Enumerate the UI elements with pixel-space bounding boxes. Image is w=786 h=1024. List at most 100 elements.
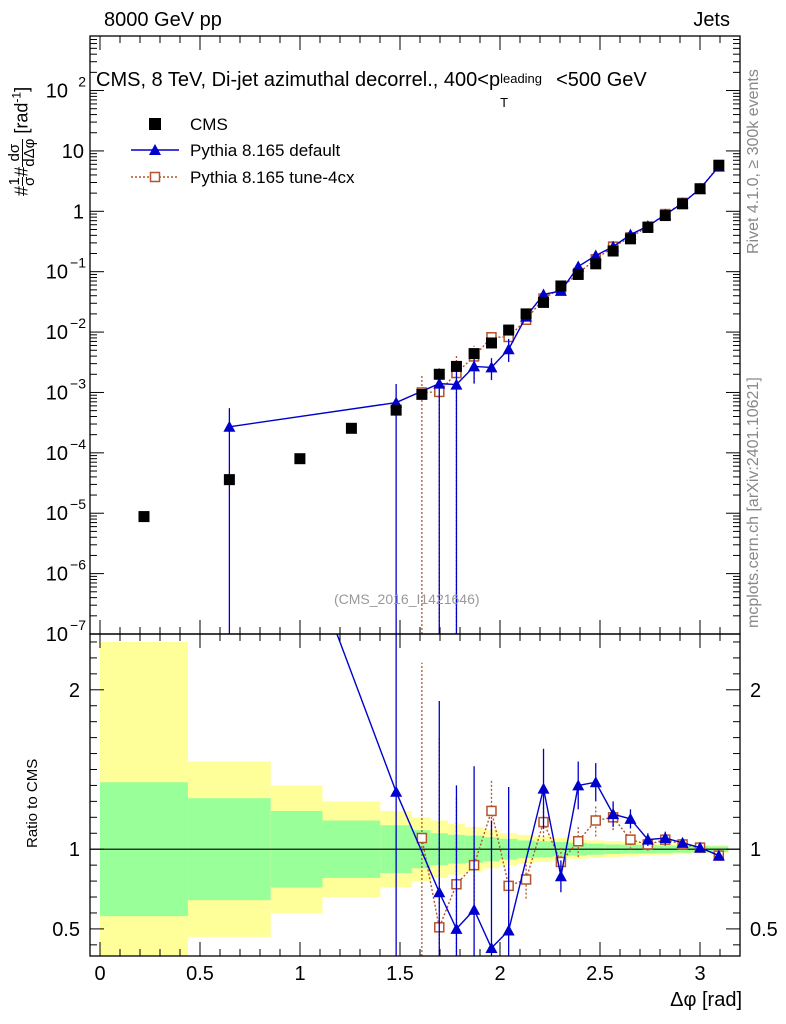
y-tick-label: 10 −7 bbox=[46, 617, 86, 646]
data-point bbox=[485, 361, 498, 373]
y-tick-base: 10 bbox=[46, 382, 68, 404]
y-tick-label: 10 2 bbox=[46, 74, 86, 103]
x-tick-label: 0.5 bbox=[186, 963, 214, 985]
data-point bbox=[433, 377, 446, 389]
x-tick-label: 1 bbox=[294, 963, 305, 985]
analysis-watermark: (CMS_2016_I1421646) bbox=[334, 591, 480, 607]
legend-marker-cms bbox=[149, 118, 161, 130]
series-line bbox=[336, 634, 720, 950]
ratio-plot-content bbox=[336, 634, 725, 956]
data-point bbox=[450, 360, 462, 372]
data-point bbox=[712, 849, 725, 861]
series-line bbox=[229, 166, 720, 428]
y-tick-base: 1 bbox=[73, 201, 84, 223]
main-y-axis-label: #1 σ # dσ dΔφ [rad-1] bbox=[6, 86, 38, 196]
legend-marker bbox=[149, 144, 161, 155]
rivet-label: Rivet 4.1.0, ≥ 300k events bbox=[745, 69, 762, 254]
data-point bbox=[555, 280, 567, 292]
ratio-y-tick-label: 0.5 bbox=[52, 919, 80, 941]
ratio-frame bbox=[89, 633, 741, 957]
x-tick-label: 0 bbox=[94, 963, 105, 985]
data-point bbox=[538, 296, 550, 308]
data-point bbox=[572, 268, 584, 280]
data-point bbox=[450, 922, 463, 934]
series-line bbox=[421, 808, 720, 930]
data-point bbox=[433, 368, 445, 380]
y-tick-exp: −2 bbox=[70, 315, 86, 331]
x-tick-label: 2.5 bbox=[586, 963, 614, 985]
data-point bbox=[502, 343, 515, 355]
y-tick-base: 10 bbox=[46, 624, 68, 646]
data-point bbox=[416, 832, 428, 844]
header-right: Jets bbox=[693, 9, 730, 31]
data-point bbox=[468, 903, 481, 915]
legend-label: Pythia 8.165 tune-4cx bbox=[190, 168, 355, 187]
y-tick-label: 10 −3 bbox=[46, 375, 86, 404]
y-tick-label: 10 −2 bbox=[46, 315, 86, 344]
data-point bbox=[625, 834, 636, 845]
data-point bbox=[659, 210, 671, 222]
y-tick-exp: −1 bbox=[70, 255, 86, 271]
data-point bbox=[676, 836, 689, 848]
data-point bbox=[677, 198, 689, 210]
data-point bbox=[345, 422, 357, 434]
x-tick-label: 2 bbox=[494, 963, 505, 985]
ratio-y-tick-label-right: 1 bbox=[750, 839, 761, 861]
data-point bbox=[589, 776, 602, 788]
data-point bbox=[138, 511, 150, 523]
data-point bbox=[468, 360, 481, 372]
data-point bbox=[659, 832, 672, 844]
y-tick-label: 1 bbox=[73, 201, 84, 223]
x-tick-label: 1.5 bbox=[386, 963, 414, 985]
data-point bbox=[590, 258, 602, 270]
data-point bbox=[537, 782, 550, 794]
ratio-y-tick-label: 1 bbox=[69, 839, 80, 861]
y-tick-label: 10 bbox=[62, 141, 84, 163]
data-point bbox=[694, 841, 707, 853]
y-tick-label: 10 −4 bbox=[46, 436, 86, 465]
y-tick-exp: −4 bbox=[70, 436, 86, 452]
data-point bbox=[607, 808, 620, 820]
data-point bbox=[641, 833, 654, 845]
y-tick-base: 10 bbox=[46, 322, 68, 344]
data-point bbox=[590, 815, 601, 826]
header-left: 8000 GeV pp bbox=[104, 9, 222, 31]
data-point bbox=[694, 183, 706, 195]
data-point bbox=[589, 249, 602, 261]
ratio-y-tick-label: 2 bbox=[69, 680, 80, 702]
data-point bbox=[607, 245, 619, 257]
data-point bbox=[485, 942, 498, 954]
ratio-y-tick-label-right: 0.5 bbox=[750, 919, 778, 941]
y-tick-base: 10 bbox=[46, 81, 68, 103]
plot-title: CMS, 8 TeV, Di-jet azimuthal decorrel., … bbox=[96, 69, 647, 110]
data-point bbox=[572, 835, 584, 847]
data-point bbox=[390, 785, 403, 797]
y-tick-exp: −3 bbox=[70, 375, 86, 391]
y-tick-label: 10 −1 bbox=[46, 255, 86, 284]
data-point bbox=[503, 324, 515, 336]
data-point bbox=[624, 233, 636, 245]
data-point bbox=[554, 870, 567, 882]
y-tick-base: 10 bbox=[46, 564, 68, 586]
series-line bbox=[421, 165, 720, 394]
data-point bbox=[520, 874, 532, 885]
y-tick-exp: −5 bbox=[70, 496, 86, 512]
data-point bbox=[624, 812, 637, 824]
x-axis-label: Δφ [rad] bbox=[670, 989, 742, 1011]
main-plot-content bbox=[138, 159, 725, 634]
ratio-y-tick-label-right: 2 bbox=[750, 680, 761, 702]
data-point bbox=[520, 308, 532, 320]
data-point bbox=[390, 404, 402, 416]
data-point bbox=[223, 420, 236, 432]
legend: CMS Pythia 8.165 default Pythia 8.165 tune… bbox=[131, 115, 355, 187]
data-point bbox=[713, 159, 725, 171]
y-tick-base: 10 bbox=[46, 262, 68, 284]
data-point bbox=[572, 260, 585, 272]
y-tick-label: 10 −6 bbox=[46, 557, 86, 586]
y-tick-exp: −6 bbox=[70, 557, 86, 573]
x-tick-label: 3 bbox=[694, 963, 705, 985]
mcplots-label: mcplots.cern.ch [arXiv:2401.10621] bbox=[745, 377, 762, 628]
ratio-y-axis-label: Ratio to CMS bbox=[24, 758, 41, 848]
data-point bbox=[450, 378, 463, 390]
